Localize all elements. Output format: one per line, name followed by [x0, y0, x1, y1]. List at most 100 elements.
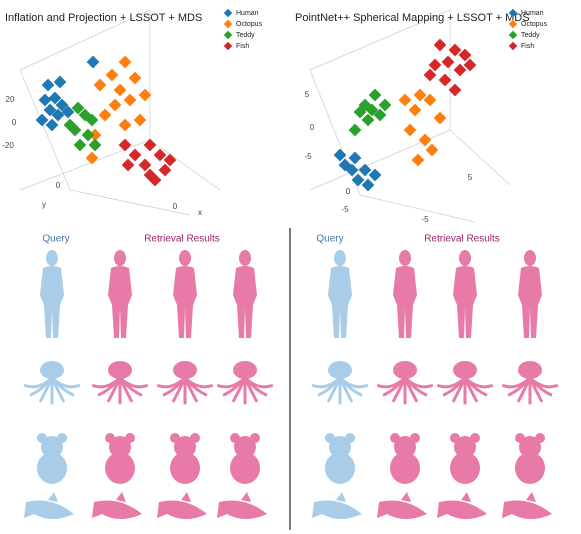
point	[358, 163, 372, 177]
point	[448, 83, 462, 97]
fin	[181, 492, 191, 502]
head	[114, 250, 126, 266]
point	[153, 148, 167, 162]
point	[41, 78, 55, 92]
body	[108, 266, 132, 338]
point	[378, 98, 392, 112]
point	[345, 163, 359, 177]
head	[399, 250, 411, 266]
result-shapes	[91, 250, 149, 519]
point	[163, 153, 177, 167]
point	[118, 118, 132, 132]
fin	[48, 492, 58, 502]
axis-box-line	[359, 194, 476, 223]
tick-label: x	[198, 208, 202, 217]
point	[453, 63, 467, 77]
tentacle	[91, 376, 122, 389]
tentacle	[436, 376, 467, 389]
torso	[230, 452, 260, 484]
head	[334, 250, 346, 266]
head	[394, 436, 416, 458]
point	[411, 153, 425, 167]
query-shapes	[311, 250, 369, 519]
point	[441, 55, 455, 69]
legend-swatch	[223, 8, 233, 18]
axis-box-line	[69, 189, 191, 216]
legend-swatch	[508, 30, 518, 40]
mantle	[233, 361, 257, 379]
head	[179, 250, 191, 266]
point	[408, 103, 422, 117]
head	[329, 436, 351, 458]
point	[351, 173, 365, 187]
legend-label: Teddy	[236, 32, 255, 39]
point	[113, 83, 127, 97]
point	[438, 73, 452, 87]
torso	[325, 452, 355, 484]
legend-label: Human	[236, 10, 259, 17]
tick-label: 20	[6, 95, 15, 104]
point	[143, 138, 157, 152]
fin	[526, 492, 536, 502]
query-label: Query	[316, 234, 343, 245]
body	[233, 266, 257, 338]
axis-box-line	[19, 139, 151, 191]
mantle	[173, 361, 197, 379]
point	[361, 178, 375, 192]
point	[133, 113, 147, 127]
legend-label: Fish	[236, 43, 249, 50]
torso	[105, 452, 135, 484]
mantle	[393, 361, 417, 379]
tentacle	[216, 376, 247, 389]
fish-body	[437, 500, 487, 519]
mantle	[108, 361, 132, 379]
legend-label: Fish	[521, 43, 534, 50]
head	[234, 436, 256, 458]
point	[368, 168, 382, 182]
point	[428, 58, 442, 72]
point	[348, 151, 362, 165]
head	[519, 436, 541, 458]
body	[173, 266, 197, 338]
point	[138, 88, 152, 102]
point	[423, 93, 437, 107]
body	[40, 266, 64, 338]
tentacle	[376, 376, 407, 389]
tentacle	[23, 376, 54, 389]
tick-label: -5	[421, 215, 429, 224]
mantle	[328, 361, 352, 379]
tick-label: 5	[305, 90, 310, 99]
head	[109, 436, 131, 458]
fin	[461, 492, 471, 502]
point	[118, 138, 132, 152]
point	[448, 43, 462, 57]
result-shapes	[501, 250, 559, 519]
point	[121, 158, 135, 172]
tick-label: 0	[346, 187, 351, 196]
legend-swatch	[508, 41, 518, 51]
fish-body	[157, 500, 207, 519]
fin	[241, 492, 251, 502]
head	[41, 436, 63, 458]
point	[105, 68, 119, 82]
point	[53, 75, 67, 89]
tick-label: 5	[468, 173, 473, 182]
fish-body	[217, 500, 267, 519]
legend-label: Human	[521, 10, 544, 17]
point	[365, 103, 379, 117]
point	[148, 173, 162, 187]
axis-box-line	[149, 139, 221, 191]
point	[128, 148, 142, 162]
point	[333, 148, 347, 162]
tick-label: 0	[173, 202, 178, 211]
result-shapes	[216, 250, 274, 519]
body	[393, 266, 417, 338]
point	[118, 55, 132, 69]
result-shapes	[436, 250, 494, 519]
query-label: Query	[42, 234, 69, 245]
chart-title: PointNet++ Spherical Mapping + LSSOT + M…	[295, 12, 530, 24]
point	[403, 123, 417, 137]
result-shapes	[376, 250, 434, 519]
result-shapes	[156, 250, 214, 519]
